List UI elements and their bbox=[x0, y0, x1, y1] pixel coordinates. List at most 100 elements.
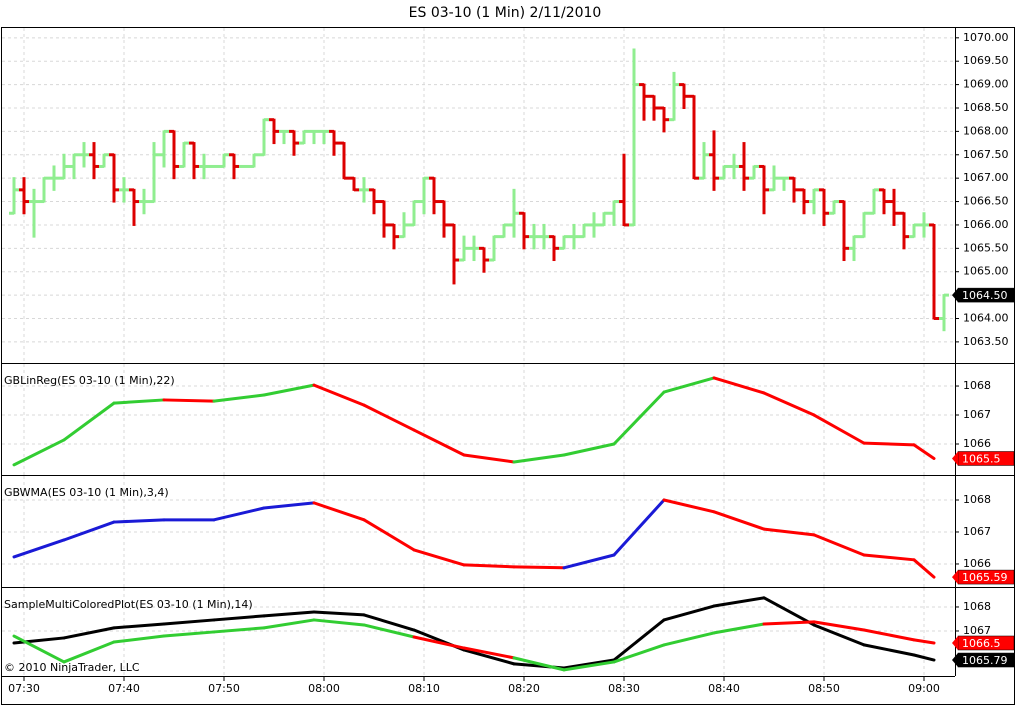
y-tick-label: 1068 bbox=[963, 493, 991, 506]
y-tick-label: 1067.00 bbox=[963, 171, 1009, 184]
line-segment bbox=[12, 634, 66, 664]
line-segment bbox=[862, 643, 916, 657]
frame bbox=[1, 27, 1015, 705]
line-segment bbox=[462, 648, 516, 666]
line-segment bbox=[12, 538, 66, 559]
line-segment bbox=[562, 442, 616, 457]
line-segment bbox=[612, 643, 666, 664]
line-segment bbox=[62, 520, 116, 542]
line-segment bbox=[812, 623, 866, 647]
line-segment bbox=[312, 610, 366, 617]
line-segment bbox=[712, 622, 766, 635]
line-segment bbox=[562, 658, 616, 670]
value-badge-pointer bbox=[952, 653, 958, 668]
line-segment bbox=[612, 618, 666, 662]
line-segment bbox=[612, 498, 666, 557]
copyright: © 2010 NinjaTrader, LLC bbox=[4, 661, 140, 674]
line-segment bbox=[462, 563, 516, 569]
line-segment bbox=[212, 626, 266, 634]
line-segment bbox=[312, 383, 366, 407]
value-badge-label: 1065.59 bbox=[962, 571, 1008, 584]
line-segment bbox=[212, 614, 266, 622]
y-tick-label: 1067 bbox=[963, 525, 991, 538]
x-tick-label: 08:50 bbox=[808, 682, 840, 695]
line-segment bbox=[862, 441, 916, 447]
chart-title: ES 03-10 (1 Min) 2/11/2010 bbox=[409, 5, 602, 21]
line-segment bbox=[912, 558, 936, 579]
line-segment bbox=[262, 618, 316, 630]
line-segment bbox=[812, 533, 866, 557]
line-segment bbox=[612, 390, 666, 446]
line-segment bbox=[262, 610, 316, 618]
line-segment bbox=[62, 626, 116, 640]
y-tick-label: 1068.50 bbox=[963, 101, 1009, 114]
line-segment bbox=[362, 518, 416, 552]
line-segment bbox=[12, 438, 66, 467]
line-segment bbox=[162, 398, 216, 403]
line-segment bbox=[162, 618, 216, 626]
y-tick-label: 1065.00 bbox=[963, 265, 1009, 278]
line-segment bbox=[412, 428, 466, 457]
y-tick-label: 1065.50 bbox=[963, 241, 1009, 254]
line-segment bbox=[312, 501, 366, 522]
y-tick-label: 1066 bbox=[963, 557, 991, 570]
line-segment bbox=[62, 401, 116, 442]
y-tick-label: 1066.00 bbox=[963, 218, 1009, 231]
x-tick-label: 07:50 bbox=[208, 682, 240, 695]
y-tick-label: 1069.50 bbox=[963, 54, 1009, 67]
line-segment bbox=[712, 596, 766, 608]
line-segment bbox=[662, 631, 716, 647]
y-tick-label: 1063.50 bbox=[963, 335, 1009, 348]
y-tick-label: 1069.00 bbox=[963, 78, 1009, 91]
y-tick-label: 1064.00 bbox=[963, 311, 1009, 324]
y-tick-label: 1068 bbox=[963, 600, 991, 613]
y-tick-label: 1070.00 bbox=[963, 31, 1009, 44]
y-tick-label: 1067 bbox=[963, 408, 991, 421]
line-segment bbox=[912, 638, 936, 645]
line-segment bbox=[212, 506, 266, 522]
y-tick-label: 1068.00 bbox=[963, 124, 1009, 137]
line-segment bbox=[762, 596, 816, 627]
indicator-label: GBLinReg(ES 03-10 (1 Min),22) bbox=[4, 374, 175, 387]
value-badge-label: 1065.79 bbox=[962, 654, 1008, 667]
y-tick-label: 1066 bbox=[963, 437, 991, 450]
x-tick-label: 08:10 bbox=[408, 682, 440, 695]
line-segment bbox=[712, 510, 766, 531]
line-segment bbox=[362, 613, 416, 632]
line-segment bbox=[512, 453, 566, 464]
value-badge-pointer bbox=[952, 570, 958, 585]
line-segment bbox=[362, 403, 416, 432]
line-segment bbox=[112, 634, 166, 644]
line-segment bbox=[662, 498, 716, 514]
y-tick-label: 1067.50 bbox=[963, 148, 1009, 161]
x-tick-label: 08:20 bbox=[508, 682, 540, 695]
indicator-label: SampleMultiColoredPlot(ES 03-10 (1 Min),… bbox=[4, 598, 253, 611]
line-segment bbox=[12, 636, 66, 645]
line-segment bbox=[562, 660, 616, 672]
line-segment bbox=[112, 622, 166, 630]
line-segment bbox=[712, 376, 766, 395]
value-badge-pointer bbox=[952, 451, 958, 466]
line-segment bbox=[262, 383, 316, 397]
line-segment bbox=[512, 565, 566, 570]
line-segment bbox=[462, 646, 516, 660]
line-segment bbox=[412, 635, 466, 650]
line-segment bbox=[512, 656, 566, 672]
line-segment bbox=[162, 630, 216, 638]
line-segment bbox=[62, 640, 116, 664]
line-segment bbox=[212, 393, 266, 403]
value-badge-label: 1064.50 bbox=[962, 289, 1008, 302]
value-badge-pointer bbox=[952, 635, 958, 650]
line-segment bbox=[662, 376, 716, 394]
line-segment bbox=[412, 548, 466, 567]
line-segment bbox=[262, 501, 316, 510]
line-segment bbox=[812, 620, 866, 632]
line-segment bbox=[862, 628, 916, 642]
line-segment bbox=[812, 413, 866, 445]
x-tick-label: 07:30 bbox=[8, 682, 40, 695]
line-segment bbox=[462, 453, 516, 464]
line-segment bbox=[662, 604, 716, 622]
line-segment bbox=[912, 653, 936, 662]
